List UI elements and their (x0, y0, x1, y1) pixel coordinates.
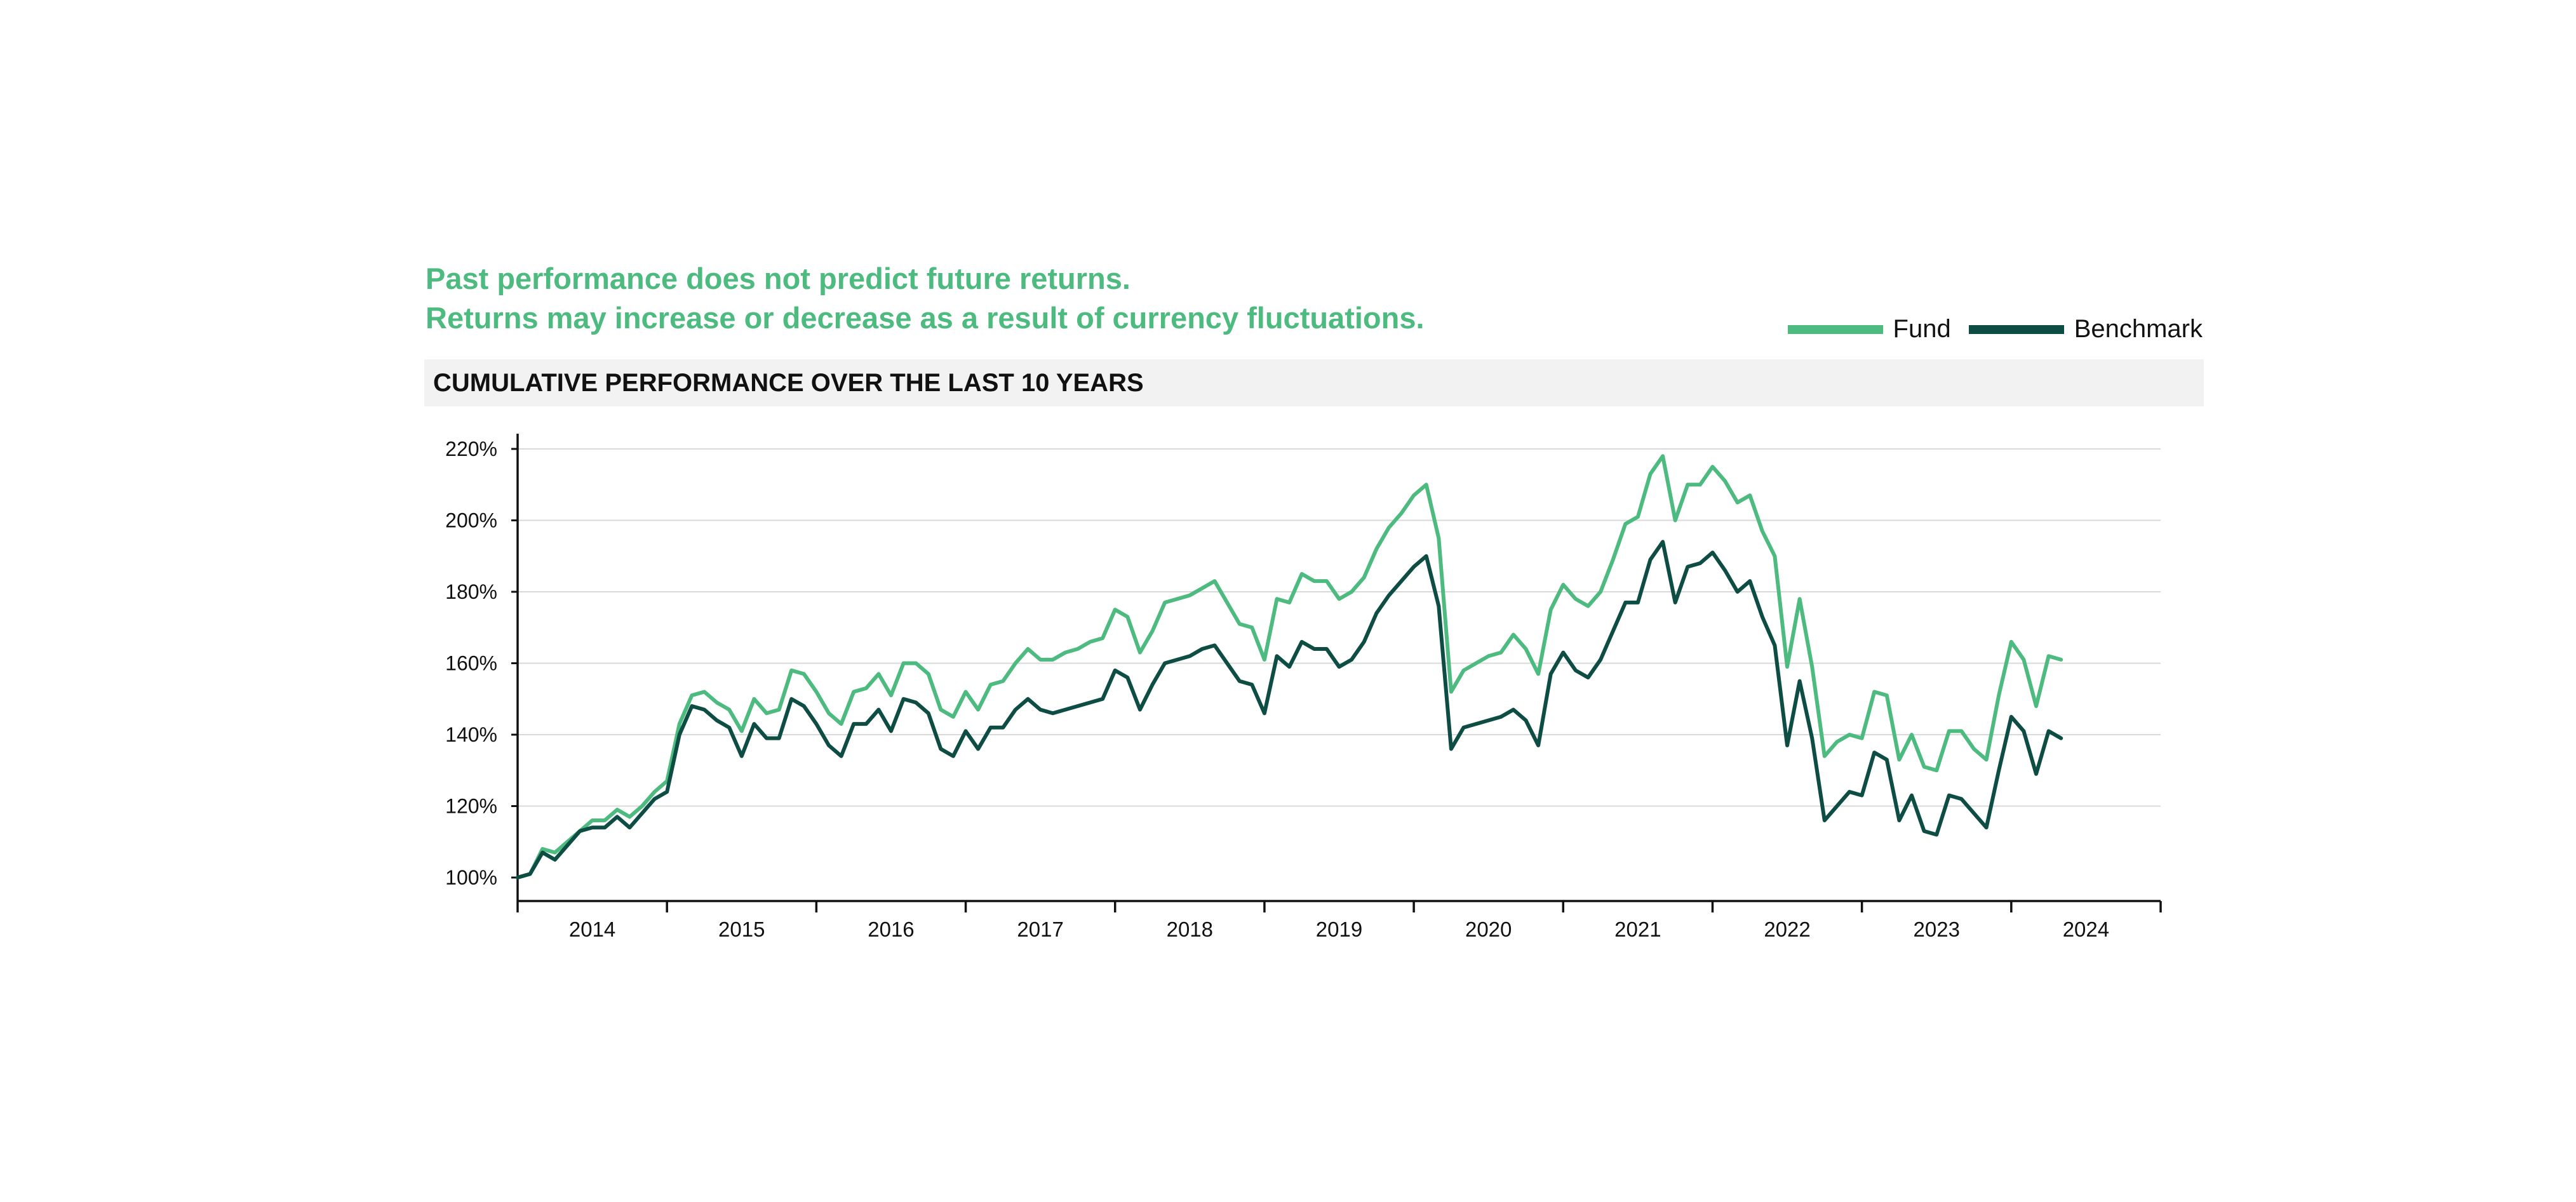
x-tick-label: 2021 (1614, 918, 1661, 941)
y-tick-label: 180% (445, 580, 497, 603)
x-tick-label: 2016 (868, 918, 914, 941)
y-tick-label: 140% (445, 723, 497, 746)
disclaimer-line-1: Past performance does not predict future… (426, 262, 1130, 295)
chart-title: CUMULATIVE PERFORMANCE OVER THE LAST 10 … (433, 369, 1144, 397)
x-tick-label: 2014 (569, 918, 615, 941)
legend-item-fund: Fund (1787, 315, 1951, 344)
y-tick-label: 220% (445, 437, 497, 460)
x-tick-label: 2023 (1914, 918, 1960, 941)
x-axis: 2014 2015 2016 2017 2018 2019 2020 2021 2022 2023… (516, 900, 2162, 941)
legend-label-fund: Fund (1893, 315, 1951, 343)
y-tick-label: 120% (445, 795, 497, 818)
x-tick-label: 2017 (1017, 918, 1063, 941)
legend-item-benchmark: Benchmark (1968, 315, 2203, 344)
x-tick-label: 2020 (1465, 918, 1512, 941)
chart-title-bar: CUMULATIVE PERFORMANCE OVER THE LAST 10 … (424, 359, 2204, 406)
series-line-fund (516, 454, 2063, 879)
legend-swatch-benchmark (1968, 324, 2064, 334)
x-tick-label: 2015 (718, 918, 765, 941)
series-lines (516, 454, 2063, 879)
x-tick-label: 2024 (2063, 918, 2109, 941)
y-tick-label: 200% (445, 509, 497, 532)
y-axis-ticks: 100% 120% 140% 160% 180% 200% 220% (445, 434, 519, 901)
y-tick-label: 160% (445, 652, 497, 675)
disclaimer: Past performance does not predict future… (426, 259, 1425, 338)
gridlines (518, 448, 2161, 807)
disclaimer-line-2: Returns may increase or decrease as a re… (426, 301, 1425, 335)
legend-swatch-fund (1787, 324, 1883, 334)
x-tick-label: 2018 (1167, 918, 1213, 941)
x-tick-label: 2019 (1316, 918, 1362, 941)
chart-legend: Fund Benchmark (1770, 315, 2203, 344)
series-line-benchmark (516, 540, 2063, 879)
x-tick-label: 2022 (1764, 918, 1810, 941)
legend-label-benchmark: Benchmark (2074, 315, 2203, 343)
y-tick-label: 100% (445, 866, 497, 889)
